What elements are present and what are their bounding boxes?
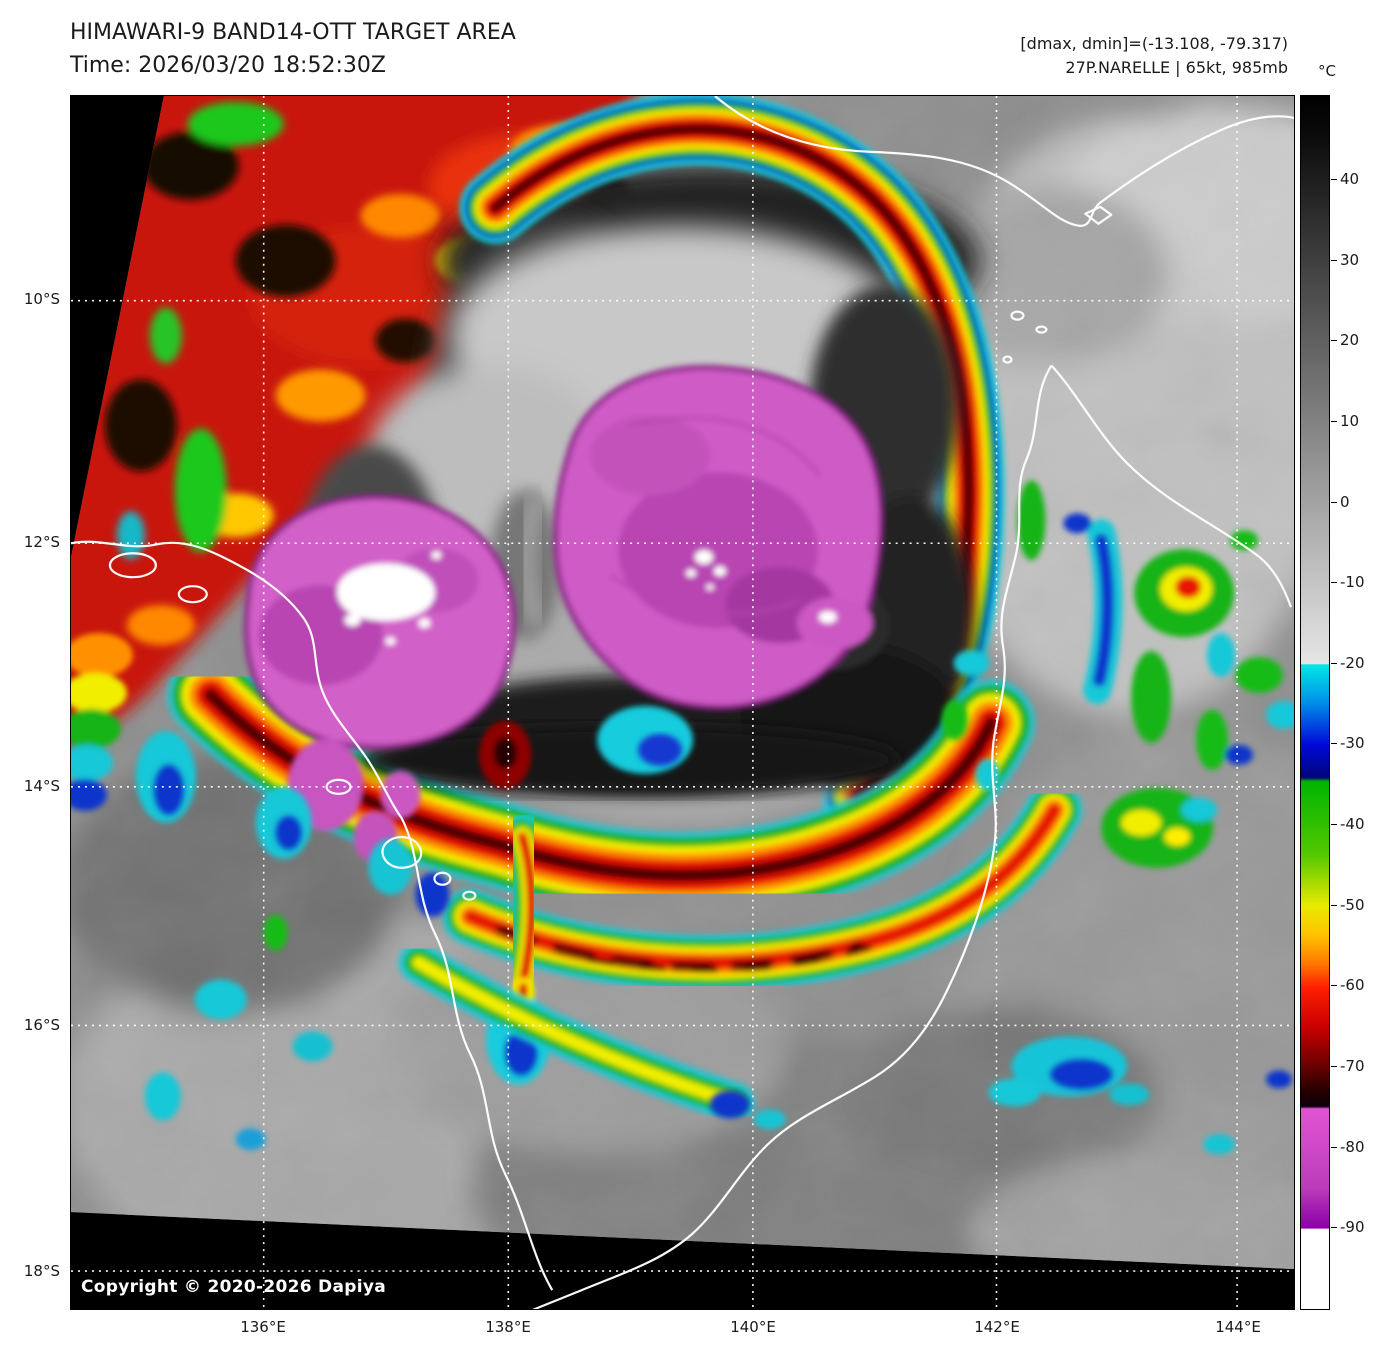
timestamp: Time: 2026/03/20 18:52:30Z <box>70 53 386 78</box>
longitude-axis: 136°E 138°E 140°E 142°E 144°E <box>70 1318 1295 1348</box>
page-title: HIMAWARI-9 BAND14-OTT TARGET AREA <box>70 20 516 45</box>
lat-label: 14°S <box>23 777 60 795</box>
colorbar-unit-label: °C <box>1318 62 1336 80</box>
lon-label: 138°E <box>485 1318 531 1336</box>
colorbar-tick: 30 <box>1330 251 1360 269</box>
colorbar-tick: -80 <box>1331 1138 1365 1156</box>
latitude-axis: 10°S 12°S 14°S 16°S 18°S <box>0 95 64 1310</box>
colorbar-tick: -60 <box>1331 976 1365 994</box>
satellite-map: Copyright © 2020-2026 Dapiya <box>70 95 1295 1310</box>
gulf-west-coast <box>400 817 554 1291</box>
header-right-block: [dmax, dmin]=(-13.108, -79.317) 27P.NARE… <box>1020 32 1288 80</box>
temperature-colorbar: °C 40 30 20 10 0 -10 -20 -30 -40 -50 -60… <box>1300 62 1388 1310</box>
colorbar-tick: -90 <box>1331 1218 1365 1236</box>
scattered-cells-east <box>941 480 1294 1155</box>
coastlines <box>71 96 1294 1309</box>
colorbar-tick: 10 <box>1330 412 1360 430</box>
colorbar-tick: -70 <box>1331 1057 1365 1075</box>
colorbar-tick: 20 <box>1330 331 1360 349</box>
scattered-cells-west <box>71 633 450 1151</box>
cape-york-east-coast <box>1050 364 1293 608</box>
storm-info: 27P.NARELLE | 65kt, 985mb <box>1065 58 1288 77</box>
copyright-notice: Copyright © 2020-2026 Dapiya <box>81 1277 386 1297</box>
colorbar-tick: -40 <box>1331 815 1365 833</box>
colorbar-tick: -30 <box>1331 734 1365 752</box>
outer-southern-arc <box>442 781 1083 991</box>
lat-label: 12°S <box>23 533 60 551</box>
colorbar-tick: -10 <box>1331 573 1365 591</box>
colorbar-tick: -50 <box>1331 896 1365 914</box>
lon-label: 144°E <box>1215 1318 1261 1336</box>
colorbar-tick: -20 <box>1331 654 1365 672</box>
new-guinea-coast <box>714 96 1294 227</box>
cape-york-gulf-coast <box>532 364 1053 1309</box>
graticule-grid <box>71 96 1294 1309</box>
lon-label: 140°E <box>730 1318 776 1336</box>
lat-label: 18°S <box>23 1262 60 1280</box>
lon-label: 136°E <box>240 1318 286 1336</box>
colorbar-tick: 0 <box>1331 493 1350 511</box>
nt-coast <box>71 540 403 819</box>
dmax-dmin-readout: [dmax, dmin]=(-13.108, -79.317) <box>1020 34 1288 53</box>
lat-label: 10°S <box>23 290 60 308</box>
lon-label: 142°E <box>974 1318 1020 1336</box>
cold-overshoot-magenta-shields <box>243 365 890 863</box>
southeast-band <box>398 942 755 1123</box>
colorbar-tick: 40 <box>1330 170 1360 188</box>
cyclone-imagery <box>71 96 1294 1270</box>
colorbar-gradient <box>1300 95 1330 1310</box>
satellite-imagery-svg <box>71 96 1294 1309</box>
lat-label: 16°S <box>23 1016 60 1034</box>
